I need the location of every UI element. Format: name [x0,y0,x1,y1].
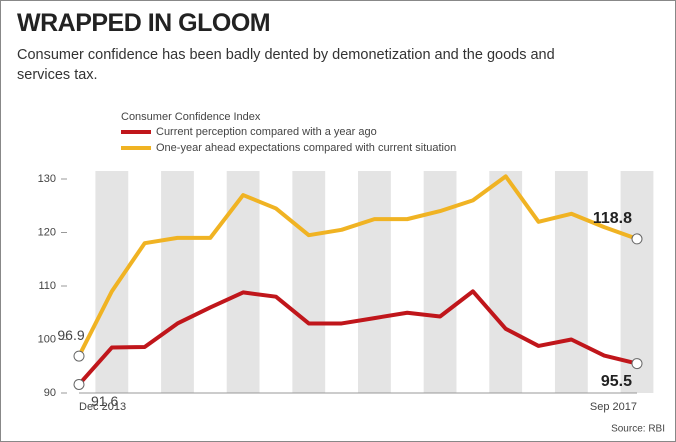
band [226,171,260,393]
band [489,171,523,393]
series-line [77,174,638,357]
end-point [631,358,643,370]
x-tick-label: Dec 2013 [79,401,126,413]
band [554,171,588,393]
x-tick-label: Sep 2017 [590,401,637,413]
y-tick-label: 100 [38,333,56,345]
band [95,171,129,393]
y-tick-label: 120 [38,226,56,238]
legend-label: Current perception compared with a year … [156,126,377,138]
end-point [73,350,85,362]
data-label: 91.6 [91,393,118,409]
legend-label: One-year ahead expectations compared wit… [156,142,456,154]
data-label: 95.5 [601,373,632,390]
end-point [73,378,85,390]
data-label: 118.8 [593,210,632,227]
chart-title: WRAPPED IN GLOOM [17,9,271,37]
band [423,171,457,393]
source: Source: RBI [611,424,665,435]
band [161,171,194,393]
series-line [77,289,638,386]
end-point [631,233,643,245]
band [358,171,391,393]
y-tick-label: 110 [38,280,56,292]
band [292,171,326,393]
chart-subtitle: Consumer confidence has been badly dente… [17,47,555,83]
band [620,171,654,393]
data-label: 96.9 [57,327,84,343]
y-tick-label: 90 [44,387,56,399]
legend-title: Consumer Confidence Index [121,111,261,123]
y-tick-label: 130 [38,173,56,185]
